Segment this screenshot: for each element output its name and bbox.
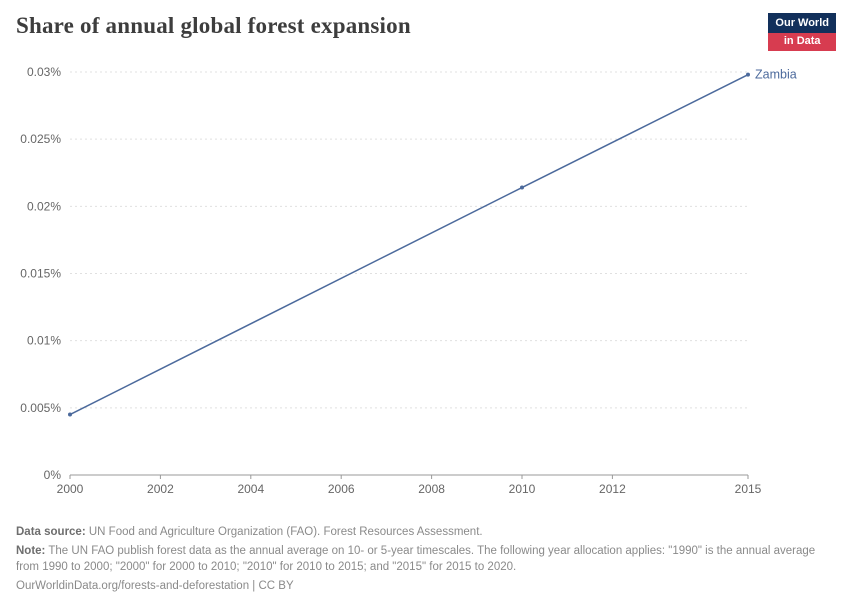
y-tick-label: 0.02% xyxy=(27,199,61,213)
data-point[interactable] xyxy=(746,72,750,77)
data-point[interactable] xyxy=(520,185,524,190)
y-tick-label: 0% xyxy=(44,468,62,482)
data-point[interactable] xyxy=(68,412,72,417)
y-tick-label: 0.025% xyxy=(20,132,61,146)
owid-logo-line1: Our World xyxy=(768,13,836,33)
x-tick-label: 2002 xyxy=(147,482,174,496)
line-chart[interactable]: 0% 0.005% 0.01% 0.015% 0.02% 0.025% 0.03% 2000 2… xyxy=(0,55,850,510)
series-end-label[interactable]: Zambia xyxy=(755,68,797,82)
x-tick-label: 2004 xyxy=(237,482,264,496)
data-source-text: UN Food and Agriculture Organization (FA… xyxy=(88,526,483,538)
owid-logo[interactable]: Our World in Data xyxy=(768,13,836,51)
x-tick-label: 2010 xyxy=(509,482,536,496)
x-tick-label: 2012 xyxy=(599,482,626,496)
chart-svg[interactable]: 0% 0.005% 0.01% 0.015% 0.02% 0.025% 0.03% 2000 2… xyxy=(0,55,850,510)
attribution-line: OurWorldinData.org/forests-and-deforesta… xyxy=(16,580,294,593)
x-tick-label: 2008 xyxy=(418,482,445,496)
note-line: Note: The UN FAO publish forest data as … xyxy=(16,543,834,576)
data-source-label: Data source: xyxy=(16,526,86,538)
y-tick-label: 0.03% xyxy=(27,65,61,79)
data-source-line: Data source: UN Food and Agriculture Org… xyxy=(16,524,834,541)
x-tick-label: 2015 xyxy=(735,482,762,496)
x-tick-label: 2000 xyxy=(57,482,84,496)
page-title: Share of annual global forest expansion xyxy=(16,13,411,38)
y-tick-label: 0.015% xyxy=(20,267,61,281)
chart-footer: Data source: UN Food and Agriculture Org… xyxy=(0,510,850,595)
y-tick-label: 0.005% xyxy=(20,401,61,415)
x-tick-label: 2006 xyxy=(328,482,355,496)
series-line[interactable] xyxy=(69,74,749,416)
owid-logo-line2: in Data xyxy=(768,33,836,51)
y-tick-label: 0.01% xyxy=(27,334,61,348)
note-label: Note: xyxy=(16,544,46,557)
note-text: The UN FAO publish forest data as the an… xyxy=(16,544,816,574)
chart-header: Share of annual global forest expansion … xyxy=(0,0,850,55)
